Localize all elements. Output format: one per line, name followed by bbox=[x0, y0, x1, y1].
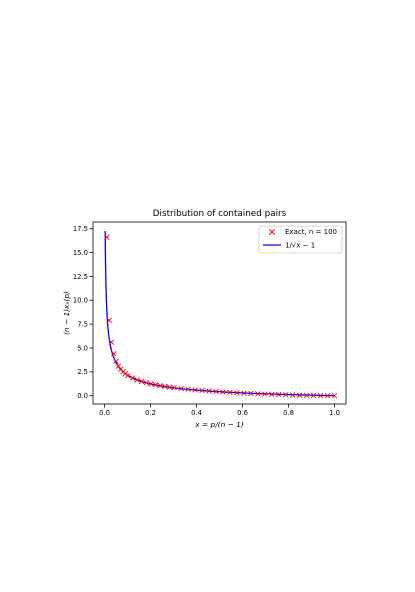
y-tick-label: 2.5 bbox=[77, 368, 88, 376]
data-point-exact bbox=[324, 392, 331, 399]
data-point-exact bbox=[108, 339, 115, 345]
plot-frame bbox=[92, 221, 347, 405]
marker-layer bbox=[104, 234, 338, 399]
data-point-exact bbox=[152, 382, 159, 388]
x-tick-label: 0.8 bbox=[283, 409, 294, 417]
data-point-exact bbox=[276, 391, 282, 398]
data-point-exact bbox=[178, 385, 184, 392]
data-point-exact bbox=[269, 391, 275, 398]
y-axis-label: (n − 1)κₙ(p) bbox=[62, 291, 71, 335]
data-point-exact bbox=[310, 392, 317, 399]
data-point-exact bbox=[192, 387, 198, 393]
data-point-exact bbox=[125, 372, 131, 379]
data-point-exact bbox=[111, 350, 117, 357]
data-point-exact bbox=[262, 391, 268, 397]
data-point-exact bbox=[241, 390, 247, 396]
x-tick-label: 0.0 bbox=[99, 409, 110, 417]
data-point-exact bbox=[113, 358, 119, 365]
data-point-exact bbox=[148, 381, 154, 387]
legend-box bbox=[258, 225, 343, 254]
x-tick-label: 1.0 bbox=[329, 409, 340, 417]
x-tick-label: 0.6 bbox=[237, 409, 248, 417]
y-tick-label: 15.0 bbox=[73, 249, 88, 257]
x-axis-label: x = p/(n − 1) bbox=[194, 420, 244, 429]
legend-label-exact: Exact, n = 100 bbox=[285, 228, 337, 236]
y-tick-label: 17.5 bbox=[73, 225, 88, 233]
y-tick-label: 10.0 bbox=[73, 297, 88, 305]
data-point-exact bbox=[157, 382, 163, 389]
chart-title: Distribution of contained pairs bbox=[153, 209, 287, 219]
data-point-exact bbox=[255, 391, 261, 397]
data-point-exact bbox=[248, 390, 254, 397]
data-point-exact bbox=[206, 388, 212, 394]
data-point-exact bbox=[171, 384, 177, 391]
data-point-exact bbox=[143, 379, 150, 386]
data-point-exact bbox=[220, 389, 226, 395]
data-point-exact bbox=[166, 384, 173, 390]
y-tick-label: 12.5 bbox=[73, 273, 88, 281]
data-point-exact bbox=[106, 317, 112, 324]
legend-label-approx: 1/√x − 1 bbox=[285, 242, 315, 250]
x-axis-ticks: 0.0 0.2 0.4 0.6 0.8 1.0 bbox=[99, 404, 340, 417]
data-point-exact bbox=[331, 392, 338, 399]
data-point-exact bbox=[282, 392, 289, 398]
data-point-exact bbox=[296, 392, 303, 398]
data-point-exact bbox=[134, 377, 140, 383]
legend-marker-exact bbox=[269, 229, 275, 235]
data-point-exact bbox=[138, 378, 145, 385]
y-tick-label: 7.5 bbox=[77, 321, 88, 329]
data-point-exact bbox=[303, 392, 310, 399]
data-point-exact bbox=[289, 392, 296, 398]
data-point-exact bbox=[162, 383, 168, 390]
y-axis-ticks: 0.0 2.5 5.0 7.5 10.0 12.5 15.0 17.5 bbox=[73, 225, 93, 400]
data-point-exact bbox=[199, 387, 205, 394]
legend-marker-x bbox=[269, 229, 275, 235]
y-tick-label: 5.0 bbox=[77, 344, 88, 352]
x-tick-label: 0.2 bbox=[145, 409, 156, 417]
data-point-exact bbox=[234, 390, 240, 396]
x-tick-label: 0.4 bbox=[191, 409, 202, 417]
data-point-exact bbox=[185, 386, 191, 392]
data-point-exact bbox=[104, 234, 110, 240]
data-point-exact bbox=[129, 375, 136, 381]
data-point-exact bbox=[317, 392, 324, 399]
data-point-exact bbox=[213, 388, 219, 395]
data-point-exact bbox=[227, 389, 233, 396]
legend: Exact, n = 100 1/√x − 1 bbox=[258, 225, 343, 254]
y-tick-label: 0.0 bbox=[77, 392, 88, 400]
